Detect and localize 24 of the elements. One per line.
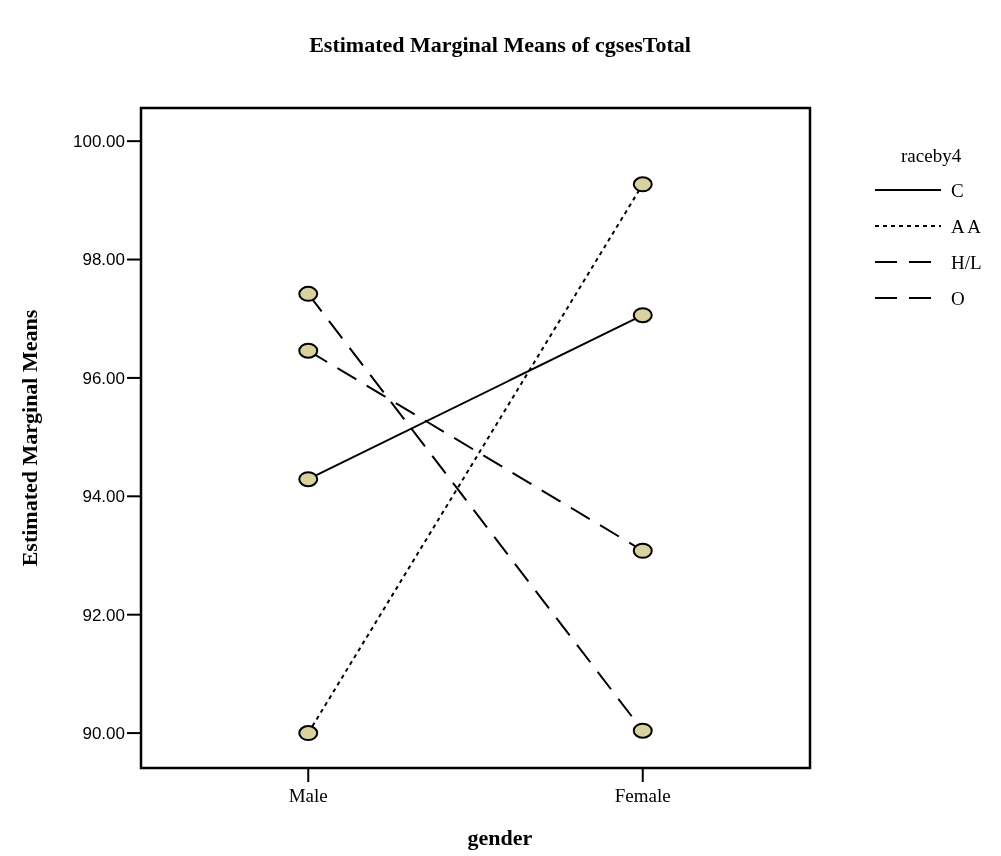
point	[298, 285, 319, 302]
legend-label: O	[951, 287, 965, 309]
x-tick-label: Female	[614, 785, 671, 806]
x-axis-title: gender	[467, 825, 533, 850]
point	[632, 542, 653, 559]
legend-label: A A	[951, 215, 982, 237]
point	[298, 342, 319, 359]
y-tick-label: 94.00	[82, 487, 125, 507]
point	[298, 725, 319, 742]
x-tick-label: Male	[288, 785, 328, 806]
y-tick-label: 96.00	[82, 368, 125, 388]
point	[298, 471, 319, 488]
point	[632, 176, 653, 193]
y-tick-label: 90.00	[82, 724, 125, 744]
y-tick-label: 100.00	[73, 132, 125, 152]
point	[632, 307, 653, 324]
legend-label: H/L	[951, 251, 982, 273]
y-tick-label: 98.00	[82, 250, 125, 270]
y-axis-title: Estimated Marginal Means	[17, 309, 42, 567]
legend-label: C	[951, 179, 964, 201]
y-tick-label: 92.00	[82, 605, 125, 625]
chart-title: Estimated Marginal Means of cgsesTotal	[309, 32, 691, 57]
legend-title: raceby4	[901, 145, 962, 166]
point	[632, 722, 653, 739]
